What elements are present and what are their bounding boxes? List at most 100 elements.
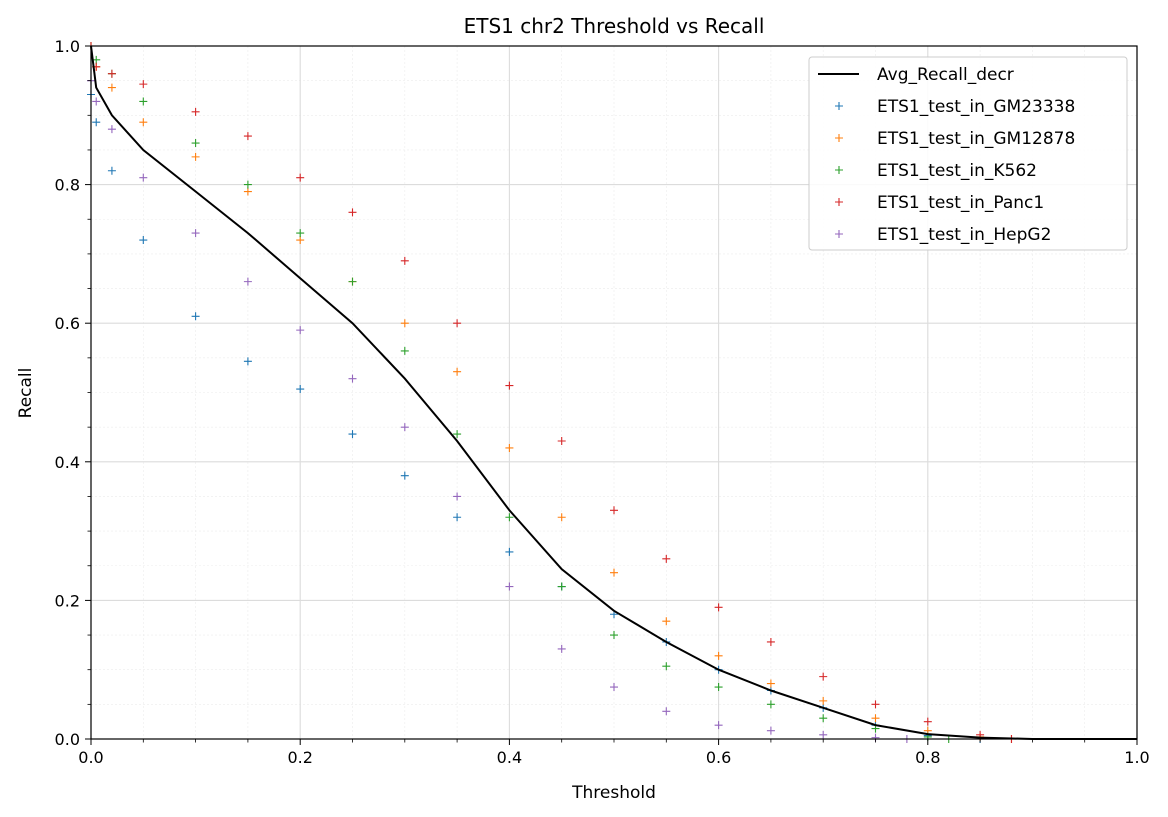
data-point — [662, 617, 671, 626]
legend-label: ETS1_test_in_HepG2 — [877, 225, 1051, 245]
data-point — [243, 187, 252, 196]
data-point — [296, 236, 305, 245]
data-point — [243, 357, 252, 366]
legend-label: ETS1_test_in_GM12878 — [877, 129, 1075, 149]
y-tick-label: 1.0 — [55, 37, 80, 56]
legend-label: ETS1_test_in_K562 — [877, 161, 1037, 181]
data-point — [453, 430, 462, 439]
data-point — [243, 180, 252, 189]
data-point — [662, 707, 671, 716]
data-point — [714, 603, 723, 612]
y-axis-label: Recall — [16, 368, 36, 419]
data-point — [557, 513, 566, 522]
legend-label: ETS1_test_in_GM23338 — [877, 97, 1075, 117]
legend-marker-swatch — [835, 134, 843, 142]
legend-marker-swatch — [835, 166, 843, 174]
data-point — [453, 367, 462, 376]
data-point — [714, 721, 723, 730]
avg-recall-line — [90, 45, 1137, 740]
x-tick-label: 0.0 — [78, 748, 103, 767]
x-tick-label: 1.0 — [1124, 748, 1149, 767]
data-point — [871, 714, 880, 723]
data-point — [296, 173, 305, 182]
data-point — [191, 107, 200, 116]
legend-marker-swatch — [835, 102, 843, 110]
data-point — [107, 69, 116, 78]
data-point — [819, 672, 828, 681]
data-point — [243, 132, 252, 141]
data-point — [819, 696, 828, 705]
data-point — [243, 277, 252, 286]
legend-label: ETS1_test_in_Panc1 — [877, 193, 1044, 213]
data-point — [714, 651, 723, 660]
data-point — [296, 326, 305, 335]
legend-box — [808, 56, 1128, 251]
data-point — [923, 717, 932, 726]
data-point — [191, 229, 200, 238]
data-point — [505, 547, 514, 556]
y-tick-label: 0.8 — [55, 176, 80, 195]
data-point — [139, 173, 148, 182]
data-point — [819, 730, 828, 739]
data-point — [557, 437, 566, 446]
data-point — [107, 166, 116, 175]
data-point — [348, 430, 357, 439]
data-point — [348, 374, 357, 383]
data-point — [92, 97, 101, 106]
data-point — [766, 700, 775, 709]
line-layer — [90, 45, 1137, 740]
data-point — [505, 582, 514, 591]
data-point — [714, 683, 723, 692]
data-point — [191, 312, 200, 321]
data-point — [400, 423, 409, 432]
data-point — [453, 319, 462, 328]
data-point — [191, 152, 200, 161]
y-tick-label: 0.2 — [55, 591, 80, 610]
x-axis-label: Threshold — [571, 783, 656, 803]
ticks: 0.0 0.2 0.4 0.6 0.8 1.0 0.0 0.2 0.4 0.6 0.8 1.0 — [55, 37, 1150, 767]
y-tick-label: 0.6 — [55, 314, 80, 333]
data-point — [819, 714, 828, 723]
data-point — [139, 118, 148, 127]
x-tick-label: 0.4 — [497, 748, 522, 767]
data-point — [662, 662, 671, 671]
data-point — [191, 139, 200, 148]
data-point — [139, 97, 148, 106]
data-point — [610, 568, 618, 577]
data-point — [505, 443, 514, 452]
data-point — [296, 229, 305, 238]
chart-title: ETS1 chr2 Threshold vs Recall — [464, 14, 765, 38]
data-point — [453, 492, 462, 501]
legend-label: Avg_Recall_decr — [877, 65, 1014, 85]
data-point — [766, 679, 775, 688]
data-point — [557, 582, 566, 591]
x-tick-label: 0.8 — [915, 748, 940, 767]
data-point — [400, 346, 409, 355]
data-point — [296, 385, 305, 394]
data-point — [871, 700, 880, 709]
x-tick-label: 0.2 — [287, 748, 312, 767]
data-point — [400, 471, 409, 480]
data-point — [662, 554, 671, 563]
data-point — [557, 644, 566, 653]
data-point — [107, 125, 116, 134]
data-point — [505, 381, 514, 390]
data-point — [348, 277, 357, 286]
data-point — [610, 631, 618, 640]
legend-marker-swatch — [835, 198, 843, 206]
legend: Avg_Recall_decr ETS1_test_in_GM23338 ETS1_… — [808, 56, 1128, 251]
data-point — [139, 236, 148, 245]
y-tick-label: 0.0 — [55, 730, 80, 749]
data-point — [505, 513, 514, 522]
data-point — [453, 513, 462, 522]
data-point — [139, 80, 148, 89]
data-point — [766, 726, 775, 735]
data-point — [400, 319, 409, 328]
y-tick-label: 0.4 — [55, 453, 80, 472]
x-tick-label: 0.6 — [706, 748, 731, 767]
data-point — [766, 637, 775, 646]
data-point — [400, 256, 409, 265]
data-point — [610, 506, 618, 515]
legend-marker-swatch — [835, 230, 843, 238]
